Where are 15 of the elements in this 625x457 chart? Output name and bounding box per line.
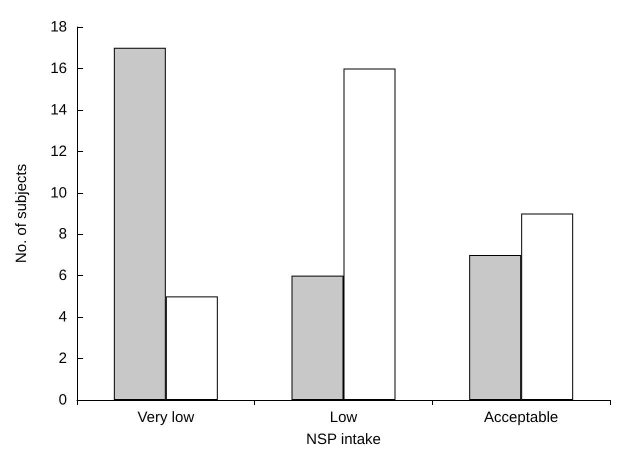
x-tick-label: Acceptable bbox=[484, 409, 558, 426]
y-tick-label: 12 bbox=[50, 142, 67, 160]
y-tick-label: 8 bbox=[58, 226, 67, 243]
y-tick-label: 0 bbox=[58, 392, 67, 408]
y-axis-title: No. of subjects bbox=[13, 164, 30, 264]
y-tick-label: 6 bbox=[58, 267, 67, 284]
y-tick-label: 16 bbox=[50, 60, 67, 77]
x-tick-label: Very low bbox=[137, 409, 194, 426]
x-axis-title: NSP intake bbox=[306, 431, 381, 448]
x-tick-label: Low bbox=[330, 409, 358, 426]
y-tick-label: 4 bbox=[58, 308, 67, 326]
y-tick-label: 10 bbox=[50, 184, 67, 202]
y-tick-label: 14 bbox=[50, 101, 67, 118]
y-tick-label: 2 bbox=[58, 350, 67, 368]
y-tick-label: 18 bbox=[50, 18, 67, 36]
